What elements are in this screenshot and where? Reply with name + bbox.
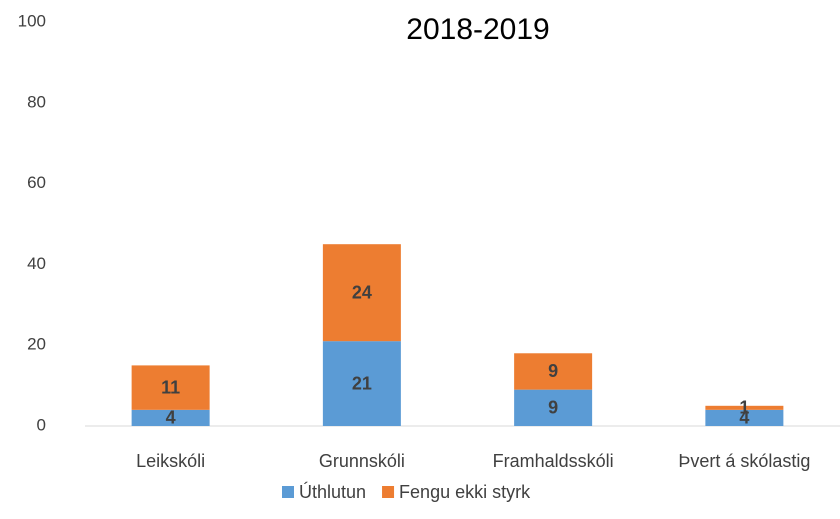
y-tick-label: 40 [27,254,46,273]
data-label: 24 [352,282,372,302]
bar-segment [322,341,401,426]
data-label: 11 [161,377,180,397]
x-tick-label: Þvert á skólastig [678,451,810,471]
data-label: 4 [166,408,176,428]
bar-segment [131,409,210,426]
legend-swatch [382,486,395,498]
legend-label: Fengu ekki styrk [399,482,531,502]
x-tick-label: Framhaldsskóli [493,451,614,471]
y-tick-label: 80 [27,92,46,111]
x-tick-label: Leikskóli [136,451,205,471]
bar-segment [705,409,784,426]
x-tick-label: Grunnskóli [319,451,405,471]
data-label: 4 [739,408,749,428]
bar-segment [322,244,401,342]
bar-segment [131,365,210,410]
data-label: 9 [548,398,558,418]
data-label: 1 [739,398,749,418]
data-label: 9 [548,361,558,381]
y-tick-label: 100 [18,11,46,30]
legend-label: Úthlutun [299,481,366,502]
legend-swatch [282,486,294,498]
data-label: 21 [352,373,372,393]
bar-segment [514,353,593,390]
bar-segment [514,389,593,426]
y-tick-label: 60 [27,173,46,192]
bar-segment [705,405,784,410]
y-tick-label: 0 [37,415,46,434]
y-tick-label: 20 [27,335,46,354]
chart-title: 2018-2019 [406,13,549,46]
